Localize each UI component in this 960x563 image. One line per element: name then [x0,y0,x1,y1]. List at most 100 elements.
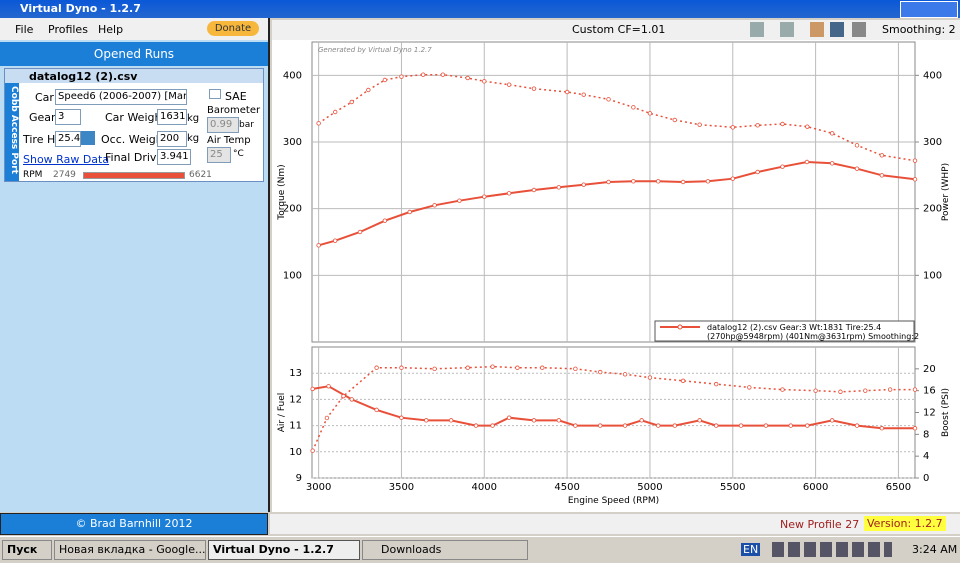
tool-icons[interactable] [750,22,870,37]
point [598,423,603,428]
car-weight[interactable]: 1631 [157,109,187,125]
language[interactable]: EN [741,543,761,556]
x-tick-label: 3500 [389,482,414,493]
point [697,122,702,127]
calc-icon[interactable] [81,131,95,145]
tire-height[interactable]: 25.4 [55,131,81,147]
point [407,209,412,215]
window-buttons[interactable] [900,1,958,18]
barometer: 0.99 [207,117,239,133]
point [506,415,512,420]
donate-button[interactable]: Donate [207,21,259,36]
task-button[interactable]: Virtual Dyno - 1.2.7 [208,540,360,560]
panel-footer: © Brad Barnhill 2012 [0,513,268,535]
series-line [312,385,915,430]
point [374,407,379,413]
version-select[interactable]: Version: 1.2.7 [864,516,946,531]
point [879,153,885,158]
y-tick-label: 10 [289,447,302,458]
y2-tick-label: 300 [923,137,942,148]
y-axis-label: Air / Fuel [277,393,287,433]
occ-weight[interactable]: 200 [157,131,187,147]
cf-label: Custom CF=1.01 [572,23,666,36]
label: Final Drive [105,151,164,164]
point [672,423,677,428]
point [705,179,711,184]
point [341,393,346,399]
air-temp: 25 [207,147,231,163]
unit: bar [239,120,254,130]
rpm-slider[interactable] [83,172,185,179]
point [697,418,702,423]
point [531,86,537,91]
point [326,384,331,389]
gear-select[interactable]: 3 [55,109,81,125]
y2-axis-label: Boost (PSI) [941,388,951,437]
label: Barometer [207,105,261,116]
y2-tick-label: 400 [923,70,942,81]
x-tick-label: 3000 [306,482,331,493]
point [829,161,835,166]
point [879,173,885,178]
point [813,388,818,393]
x-tick-label: 5000 [637,482,662,493]
smoothing-select[interactable]: Smoothing: 2 [882,23,956,36]
point [316,121,321,126]
task-button[interactable]: Новая вкладка - Google... [54,540,206,560]
point [879,426,885,431]
start-button[interactable]: Пуск [2,540,52,560]
label: Occ. Weight [101,133,168,146]
point [490,364,495,369]
point [730,125,735,130]
point [747,385,752,390]
watermark: Generated by Virtual Dyno 1.2.7 [318,46,432,54]
y2-tick-label: 20 [923,364,936,375]
x-tick-label: 6500 [886,482,911,493]
y-tick-label: 11 [289,421,302,432]
point [556,185,562,190]
label: Air Temp [207,135,251,146]
point [730,176,735,181]
point [457,198,462,203]
x-tick-label: 5500 [720,482,745,493]
legend-text: datalog12 (2).csv Gear:3 Wt:1831 Tire:25… [707,323,881,332]
profile-select[interactable]: New Profile 27 [780,518,860,531]
point [482,194,487,199]
y-tick-label: 9 [296,473,302,484]
point [912,387,918,392]
menu-item[interactable]: Profiles [48,23,88,36]
run-card: datalog12 (2).csv Cobb Access Port Car S… [4,68,264,182]
car-select[interactable]: Speed6 (2006-2007) [Manu [55,89,187,105]
clock: 3:24 AM [912,543,958,556]
point [829,131,835,136]
y2-tick-label: 16 [923,386,936,397]
point [656,423,661,428]
point [780,387,785,392]
menu-item[interactable]: File [15,23,34,36]
menu-item[interactable]: Help [98,23,124,36]
task-button[interactable]: Downloads [362,540,528,560]
point [854,143,860,148]
rpm-max: 6621 [189,170,212,180]
point [316,243,321,248]
y2-tick-label: 100 [923,270,942,281]
point [854,166,860,171]
label: Gear [29,111,56,124]
x-axis-label: Engine Speed (RPM) [568,496,659,506]
point [780,164,785,169]
y2-axis-label: Power (WHP) [941,163,951,221]
point [482,79,487,84]
toolbar: Custom CF=1.01 Smoothing: 2 [272,20,960,40]
sae-checkbox[interactable] [209,89,221,99]
raw-data-link[interactable]: Show Raw Data [23,153,110,166]
rpm-min: 2749 [53,170,76,180]
point [349,397,354,402]
point [714,381,719,387]
side-tab[interactable] [5,83,19,181]
point [448,418,454,423]
tray-icons[interactable] [772,542,892,557]
final-drive[interactable]: 3.941 [157,149,191,165]
point [573,423,578,428]
